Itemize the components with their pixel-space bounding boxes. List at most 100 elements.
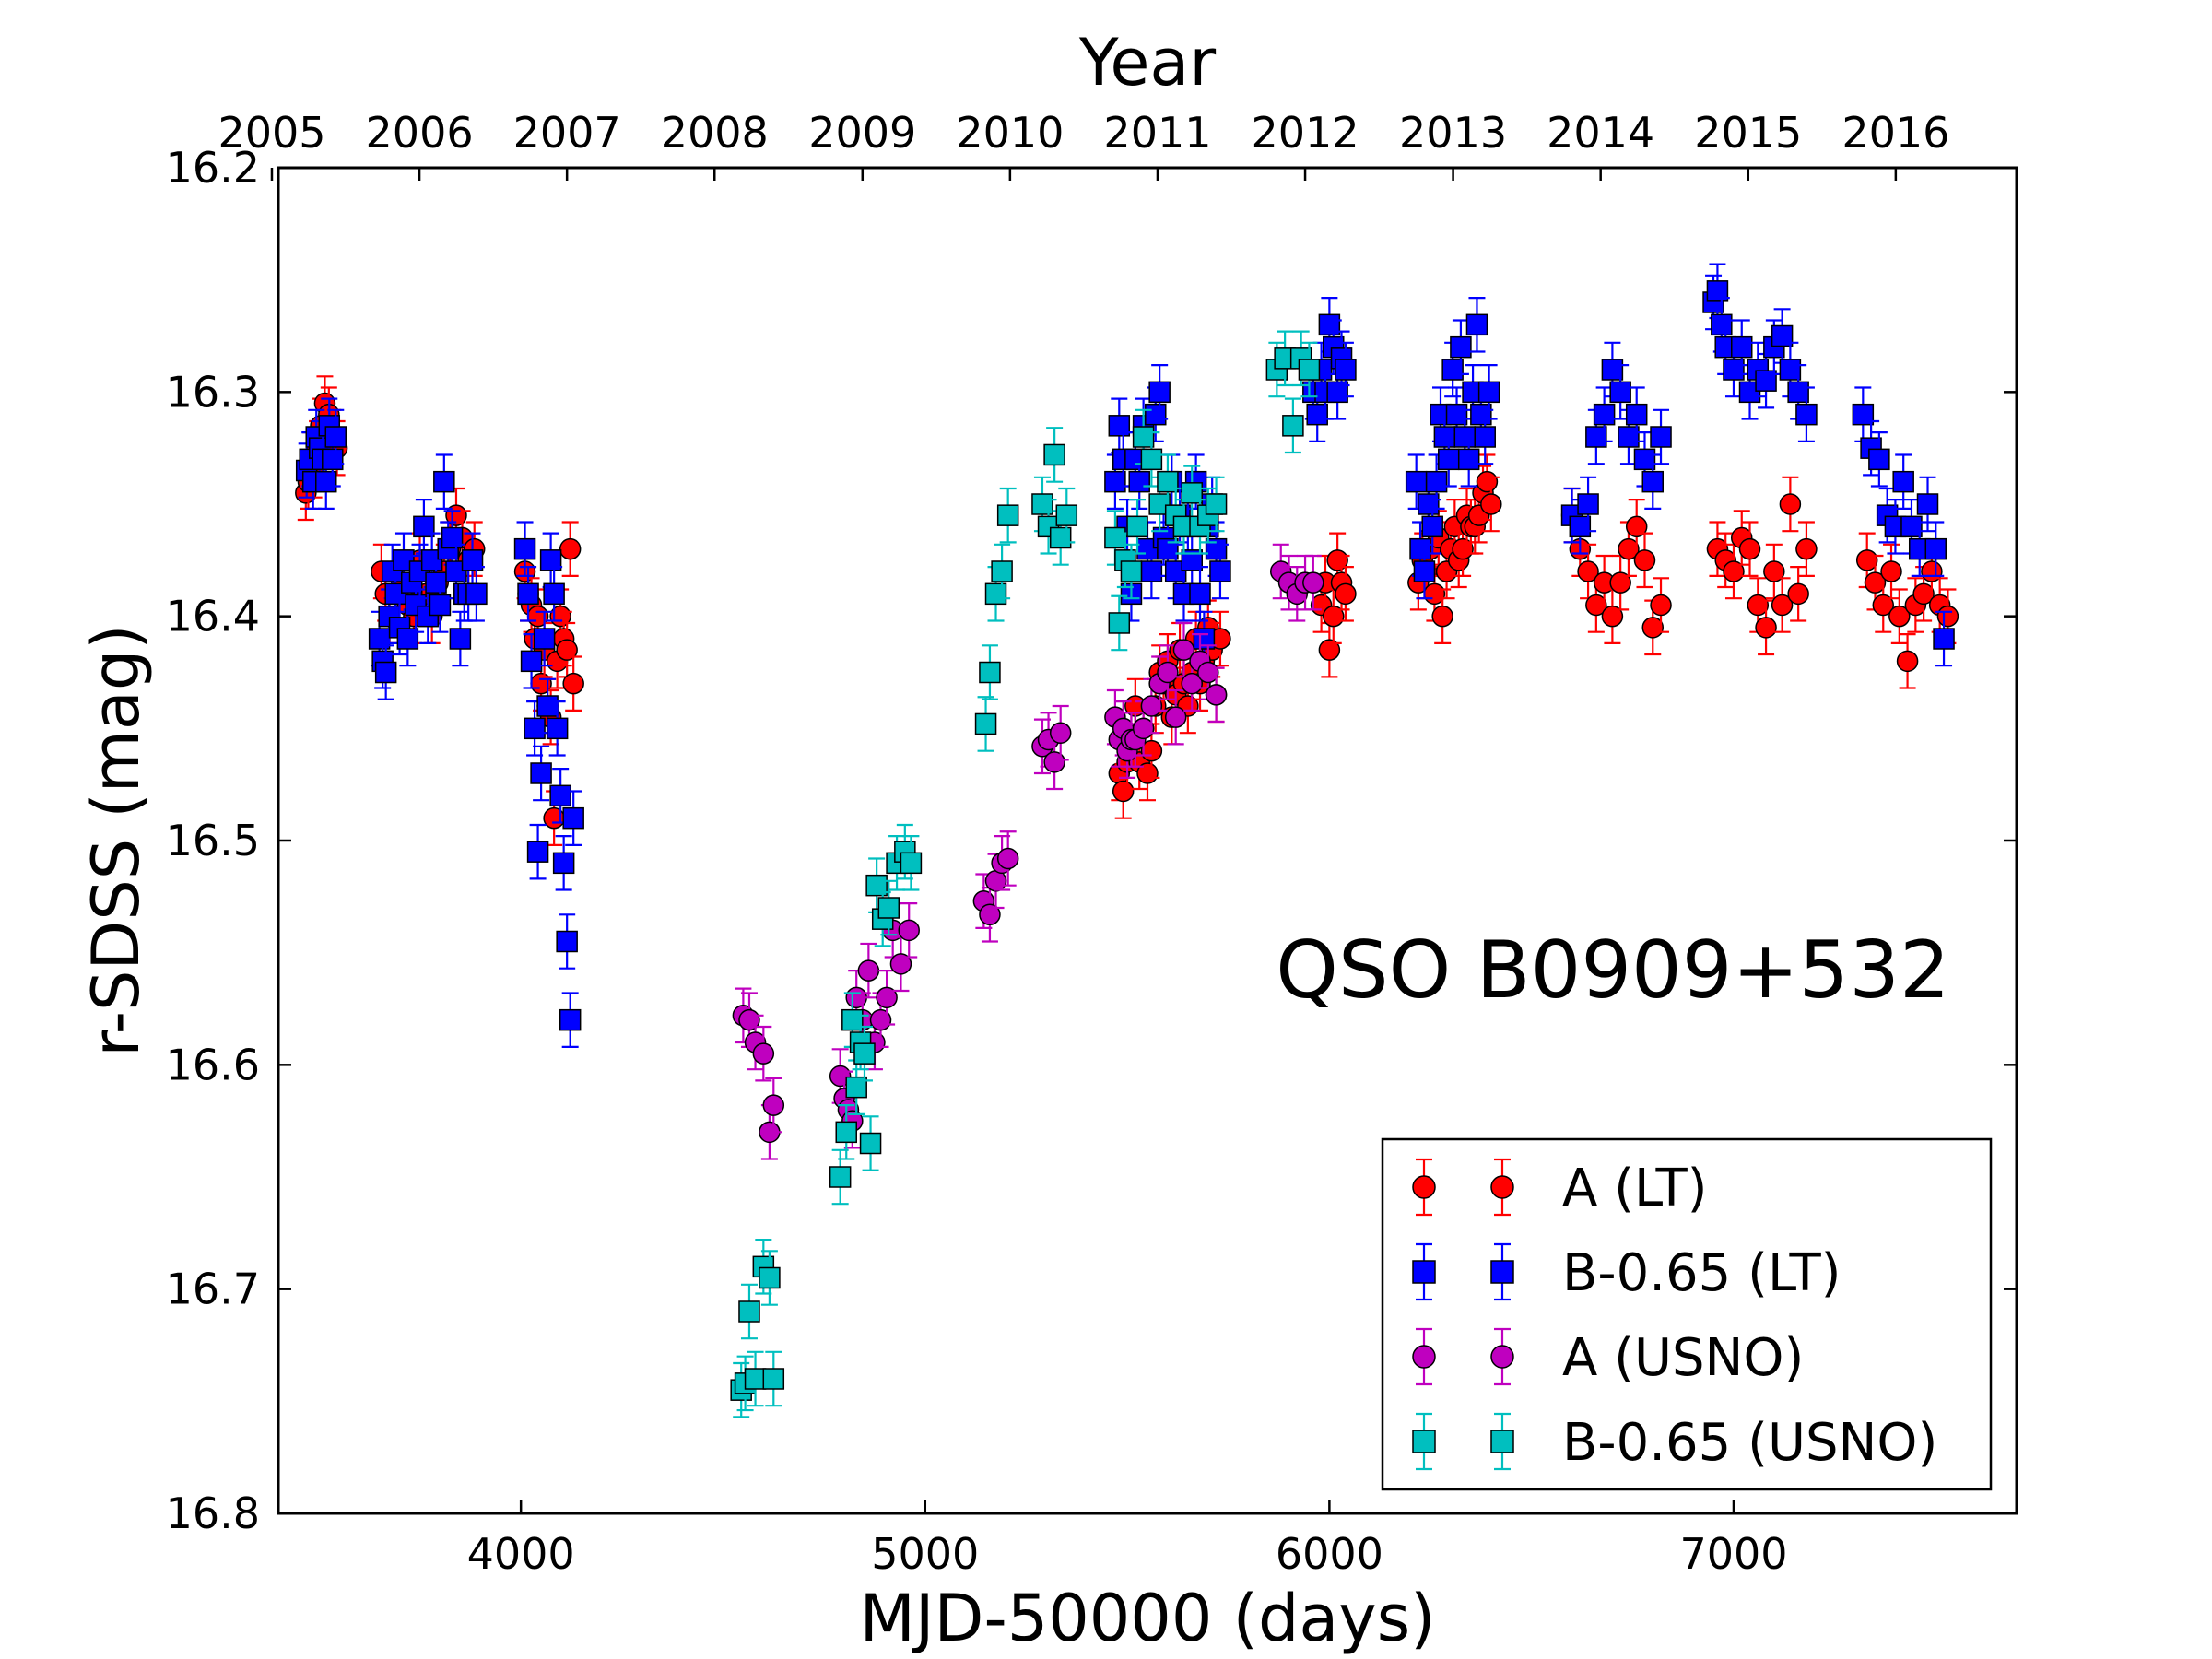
- data-point: [1104, 526, 1126, 549]
- data-point: [1108, 415, 1131, 437]
- top-tick-label: 2009: [808, 108, 916, 158]
- data-point: [1755, 617, 1777, 639]
- data-point: [845, 1076, 867, 1099]
- data-point: [384, 582, 406, 606]
- top-tick-label: 2015: [1694, 108, 1802, 158]
- data-point: [984, 582, 1007, 606]
- data-point: [1148, 381, 1171, 404]
- data-point: [1755, 370, 1777, 392]
- data-point: [1413, 560, 1436, 582]
- data-point: [429, 594, 452, 617]
- data-point: [1872, 594, 1895, 617]
- x-axis-title: MJD-50000 (days): [860, 1581, 1436, 1656]
- data-point: [559, 537, 582, 560]
- data-point: [449, 628, 472, 650]
- data-point: [1852, 403, 1875, 426]
- top-tick-label: 2013: [1399, 108, 1507, 158]
- top-tick-label: 2012: [1252, 108, 1359, 158]
- data-point: [1164, 706, 1187, 728]
- data-point: [1633, 549, 1656, 571]
- data-point: [979, 661, 1001, 684]
- data-point: [1181, 549, 1203, 571]
- data-point: [1282, 415, 1304, 437]
- data-point: [1465, 313, 1488, 336]
- legend-marker: [1412, 1260, 1436, 1284]
- data-point: [1450, 335, 1472, 359]
- x-tick-label: 4000: [467, 1529, 575, 1579]
- data-point: [441, 526, 464, 549]
- data-point: [517, 582, 539, 606]
- top-axis: Year 2005 2006 2007 2008 2009 2010 2011 2012 201…: [218, 25, 1949, 181]
- data-point: [539, 549, 562, 571]
- data-point: [877, 897, 900, 919]
- data-point: [1157, 470, 1179, 493]
- data-point: [1706, 280, 1729, 302]
- data-point: [465, 582, 488, 606]
- data-point: [752, 1042, 775, 1065]
- data-point: [524, 717, 546, 740]
- top-tick-label: 2008: [661, 108, 769, 158]
- top-tick-label: 2007: [513, 108, 621, 158]
- top-tick-label: 2006: [366, 108, 474, 158]
- data-point: [1787, 582, 1809, 606]
- data-point: [1888, 605, 1911, 628]
- y-tick-label: 16.3: [166, 367, 260, 417]
- data-point: [1609, 381, 1631, 404]
- data-point: [1112, 780, 1135, 803]
- data-point: [979, 903, 1001, 926]
- data-point: [1126, 515, 1148, 538]
- data-point: [1302, 571, 1324, 594]
- data-point: [1318, 639, 1341, 661]
- data-point: [1043, 443, 1065, 466]
- legend-box: [1381, 1137, 1993, 1491]
- data-point: [829, 1166, 852, 1188]
- data-point: [1924, 537, 1947, 560]
- data-point: [869, 1008, 892, 1031]
- data-point: [413, 515, 435, 538]
- data-point: [857, 959, 880, 982]
- data-point: [1625, 403, 1648, 426]
- data-point: [374, 661, 397, 684]
- data-point: [1205, 493, 1228, 515]
- data-point: [876, 986, 898, 1009]
- data-point: [1936, 605, 1959, 628]
- data-point: [1145, 403, 1167, 426]
- data-point: [1593, 403, 1616, 426]
- legend-label: A (LT): [1562, 1159, 1708, 1218]
- legend-marker: [1490, 1345, 1514, 1369]
- data-point: [1763, 560, 1785, 582]
- top-tick-label: 2016: [1841, 108, 1949, 158]
- data-point: [322, 448, 344, 471]
- data-point: [835, 1121, 857, 1144]
- y-tick-label: 16.7: [166, 1265, 260, 1314]
- data-point: [1335, 359, 1357, 381]
- y-axis-title: r-SDSS (mag): [78, 624, 154, 1056]
- data-point: [562, 672, 584, 695]
- data-point: [1641, 470, 1665, 493]
- data-point: [1157, 661, 1179, 684]
- data-point: [396, 628, 419, 650]
- data-point: [1771, 594, 1794, 617]
- data-point: [1409, 537, 1431, 560]
- data-point: [1043, 751, 1065, 773]
- data-point: [530, 762, 552, 784]
- data-point: [1433, 426, 1456, 448]
- data-point: [1577, 560, 1599, 582]
- data-marks: [295, 263, 1959, 1418]
- legend-marker: [1490, 1175, 1514, 1199]
- data-point: [1431, 605, 1453, 628]
- legend-label: B-0.65 (LT): [1562, 1243, 1841, 1303]
- data-point: [520, 650, 543, 673]
- data-point: [1209, 560, 1231, 582]
- data-point: [1577, 493, 1599, 515]
- data-point: [324, 426, 347, 448]
- y-tick-label: 16.8: [166, 1488, 260, 1538]
- data-point: [1172, 639, 1195, 661]
- data-point: [900, 852, 923, 875]
- data-point: [1880, 560, 1902, 582]
- x-tick-label: 5000: [871, 1529, 979, 1579]
- data-point: [1868, 448, 1890, 471]
- data-point: [1771, 324, 1794, 347]
- data-point: [1896, 650, 1919, 673]
- data-point: [984, 870, 1007, 892]
